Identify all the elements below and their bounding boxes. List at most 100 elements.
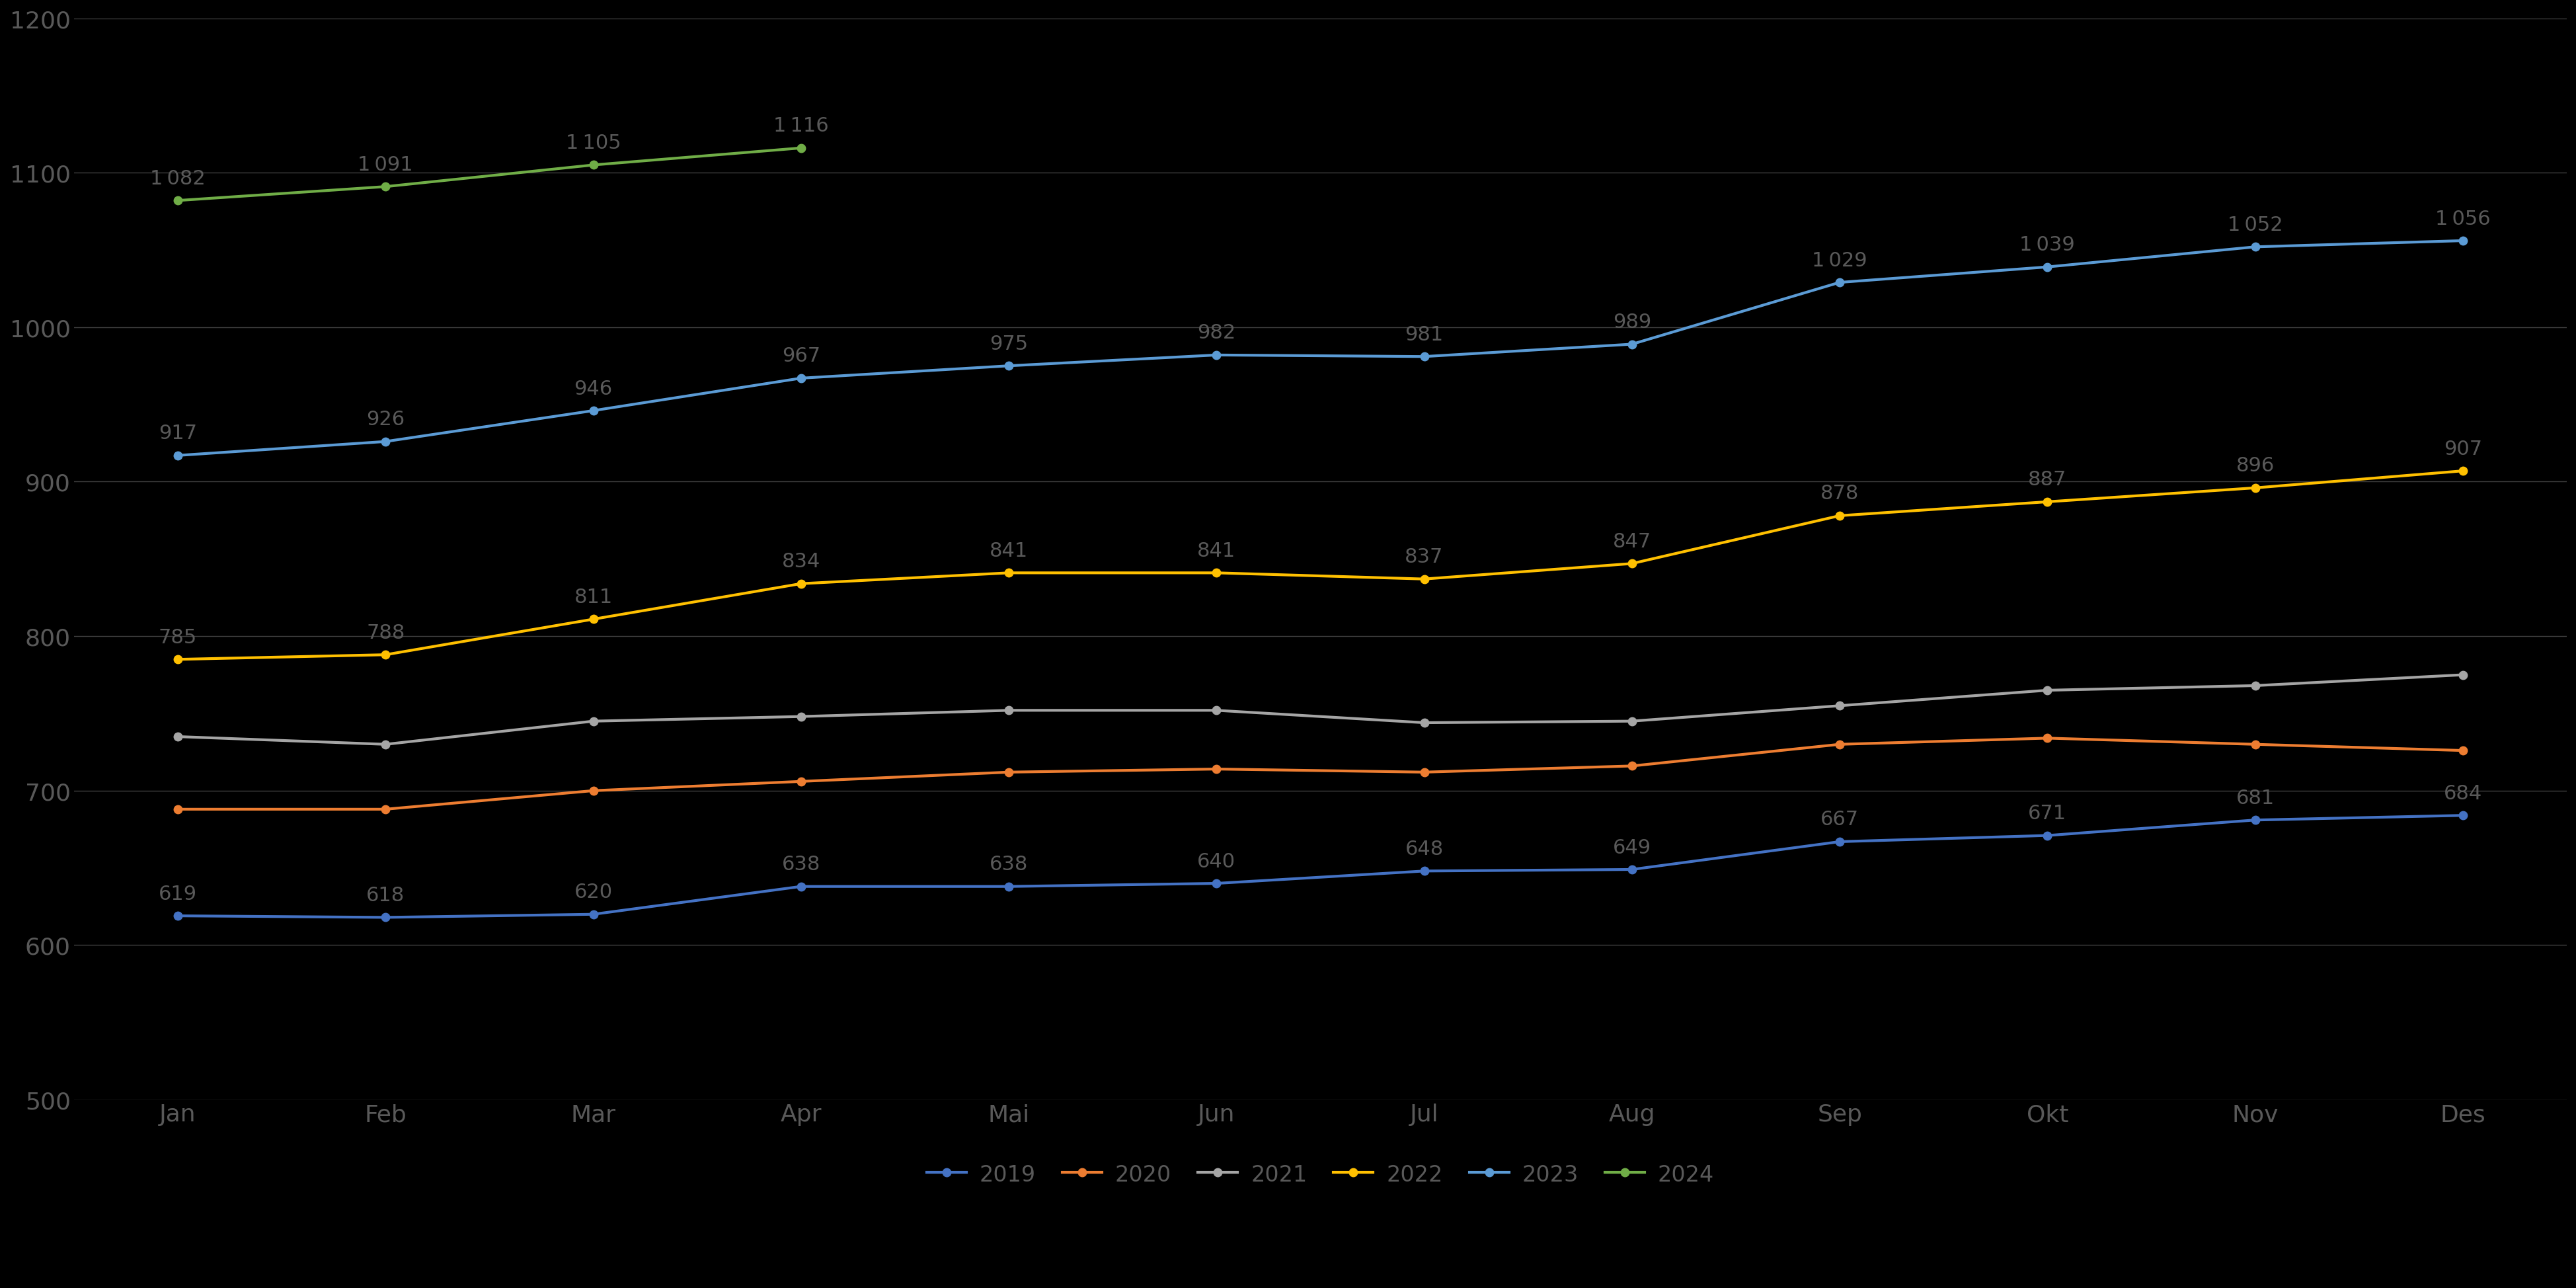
2023 — [1824, 276, 1855, 291]
Text: 1 091: 1 091 — [358, 155, 412, 174]
Text: 917: 917 — [160, 424, 196, 443]
Text: 841: 841 — [1198, 541, 1236, 560]
Text: 847: 847 — [1613, 532, 1651, 551]
2024 — [162, 193, 193, 209]
2023 — [1615, 337, 1646, 353]
2023 — [577, 403, 608, 419]
Text: 640: 640 — [1198, 851, 1236, 871]
2023 — [1200, 348, 1231, 363]
Text: 1 082: 1 082 — [149, 169, 206, 188]
Text: 989: 989 — [1613, 313, 1651, 332]
2021 — [786, 710, 817, 725]
Text: 982: 982 — [1198, 323, 1236, 343]
2023 — [1409, 349, 1440, 365]
2020 — [162, 801, 193, 817]
Legend: 2019, 2020, 2021, 2022, 2023, 2024: 2019, 2020, 2021, 2022, 2023, 2024 — [914, 1153, 1726, 1197]
Line: 2021: 2021 — [173, 671, 2465, 748]
Line: 2022: 2022 — [173, 468, 2465, 663]
2021 — [577, 714, 608, 729]
2019 — [1824, 835, 1855, 850]
2023 — [2447, 233, 2478, 249]
2019 — [2032, 828, 2063, 844]
Text: 638: 638 — [989, 855, 1028, 873]
Line: 2023: 2023 — [173, 237, 2465, 460]
2019 — [577, 907, 608, 922]
2023 — [162, 448, 193, 464]
2019 — [786, 878, 817, 894]
2023 — [2239, 240, 2269, 255]
Text: 619: 619 — [160, 884, 196, 903]
Line: 2024: 2024 — [173, 144, 804, 205]
2020 — [1409, 765, 1440, 781]
Text: 620: 620 — [574, 882, 613, 902]
2023 — [2032, 260, 2063, 276]
2022 — [371, 648, 402, 663]
2020 — [2239, 737, 2269, 752]
2022 — [992, 565, 1023, 581]
Line: 2019: 2019 — [173, 811, 2465, 922]
Text: 907: 907 — [2442, 439, 2481, 459]
2019 — [2239, 813, 2269, 828]
2022 — [1824, 509, 1855, 524]
Text: 946: 946 — [574, 379, 613, 398]
Text: 841: 841 — [989, 541, 1028, 560]
2023 — [992, 358, 1023, 374]
Text: 887: 887 — [2027, 470, 2066, 489]
Text: 1 056: 1 056 — [2434, 209, 2491, 228]
Text: 785: 785 — [160, 627, 196, 647]
Text: 618: 618 — [366, 886, 404, 904]
Text: 1 052: 1 052 — [2226, 215, 2282, 234]
Text: 667: 667 — [1821, 810, 1857, 829]
2022 — [162, 652, 193, 667]
2022 — [1200, 565, 1231, 581]
2021 — [1409, 715, 1440, 730]
Text: 681: 681 — [2236, 788, 2275, 808]
Text: 649: 649 — [1613, 837, 1651, 857]
Text: 967: 967 — [781, 346, 819, 366]
Text: 834: 834 — [781, 553, 819, 571]
2024 — [371, 179, 402, 194]
2020 — [2447, 743, 2478, 759]
2020 — [1615, 759, 1646, 774]
2021 — [2032, 683, 2063, 698]
2019 — [1409, 863, 1440, 878]
Text: 975: 975 — [989, 335, 1028, 353]
Text: 648: 648 — [1404, 840, 1443, 858]
Text: 878: 878 — [1819, 484, 1857, 504]
2021 — [371, 737, 402, 752]
Line: 2020: 2020 — [173, 734, 2465, 814]
2022 — [577, 612, 608, 627]
Text: 837: 837 — [1404, 547, 1443, 567]
2019 — [371, 909, 402, 925]
2019 — [162, 908, 193, 923]
2022 — [2239, 480, 2269, 496]
2020 — [786, 774, 817, 790]
2024 — [786, 140, 817, 156]
2020 — [2032, 730, 2063, 746]
2021 — [1824, 698, 1855, 714]
2024 — [577, 158, 608, 174]
2019 — [1200, 876, 1231, 891]
2021 — [1615, 714, 1646, 729]
2022 — [786, 576, 817, 591]
Text: 1 116: 1 116 — [773, 116, 829, 135]
Text: 671: 671 — [2027, 804, 2066, 823]
2019 — [1615, 862, 1646, 877]
2021 — [992, 703, 1023, 719]
Text: 638: 638 — [781, 855, 819, 873]
2019 — [992, 878, 1023, 894]
2021 — [2239, 679, 2269, 694]
2021 — [1200, 703, 1231, 719]
2023 — [371, 434, 402, 450]
2022 — [2032, 495, 2063, 510]
2022 — [2447, 464, 2478, 479]
2020 — [577, 783, 608, 799]
Text: 926: 926 — [366, 410, 404, 429]
Text: 981: 981 — [1404, 325, 1443, 344]
Text: 1 105: 1 105 — [567, 134, 621, 153]
Text: 788: 788 — [366, 623, 404, 643]
Text: 896: 896 — [2236, 456, 2275, 475]
2020 — [1824, 737, 1855, 752]
2020 — [992, 765, 1023, 781]
Text: 1 029: 1 029 — [1811, 251, 1868, 270]
